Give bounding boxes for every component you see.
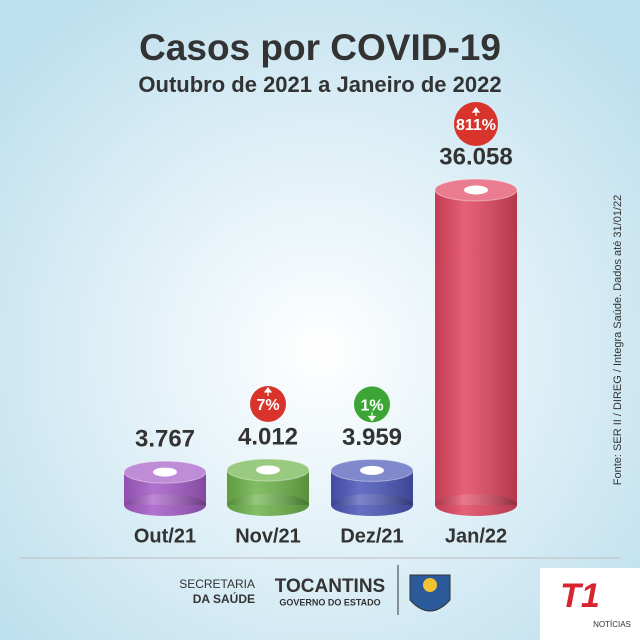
category-label: Out/21 bbox=[134, 525, 196, 547]
change-arrow bbox=[367, 412, 377, 422]
chart-subtitle: Outubro de 2021 a Janeiro de 2022 bbox=[138, 72, 501, 97]
bar-hole bbox=[464, 185, 488, 195]
change-label: 7% bbox=[256, 397, 279, 414]
footer-text: GOVERNO DO ESTADO bbox=[279, 597, 380, 607]
bar-hole bbox=[256, 465, 280, 475]
bar-bottom-shade bbox=[435, 494, 517, 516]
category-label: Dez/21 bbox=[340, 525, 403, 547]
category-label: Jan/22 bbox=[445, 525, 507, 547]
change-arrow bbox=[471, 107, 481, 116]
footer-text: TOCANTINS bbox=[275, 576, 385, 597]
bar-bottom-shade bbox=[227, 494, 309, 516]
bar-hole bbox=[360, 465, 384, 475]
change-label: 811% bbox=[456, 117, 496, 134]
value-label: 3.767 bbox=[135, 425, 195, 452]
category-label: Nov/21 bbox=[235, 525, 301, 547]
bar-shade bbox=[435, 190, 517, 505]
change-label: 1% bbox=[360, 398, 383, 415]
footer-text: DA SAÚDE bbox=[193, 591, 255, 606]
bar-hole bbox=[153, 467, 177, 477]
change-badge bbox=[250, 385, 286, 422]
value-label: 4.012 bbox=[238, 423, 298, 450]
value-label: 3.959 bbox=[342, 424, 402, 451]
brand-sub: NOTÍCIAS bbox=[593, 620, 631, 629]
bar-bottom-shade bbox=[124, 494, 206, 516]
bar-bottom-shade bbox=[331, 494, 413, 516]
change-arrow bbox=[263, 386, 273, 396]
chart-title: Casos por COVID-19 bbox=[139, 27, 501, 68]
value-label: 36.058 bbox=[439, 143, 512, 170]
footer-text: SECRETARIA bbox=[179, 577, 255, 591]
change-badge bbox=[454, 102, 498, 146]
change-badge bbox=[354, 386, 390, 423]
emblem bbox=[409, 574, 451, 612]
source: Fonte: SER II / DIREG / Integra Saúde. D… bbox=[612, 195, 624, 485]
brand-logo: T1 bbox=[560, 577, 600, 615]
brand-box bbox=[540, 568, 640, 640]
